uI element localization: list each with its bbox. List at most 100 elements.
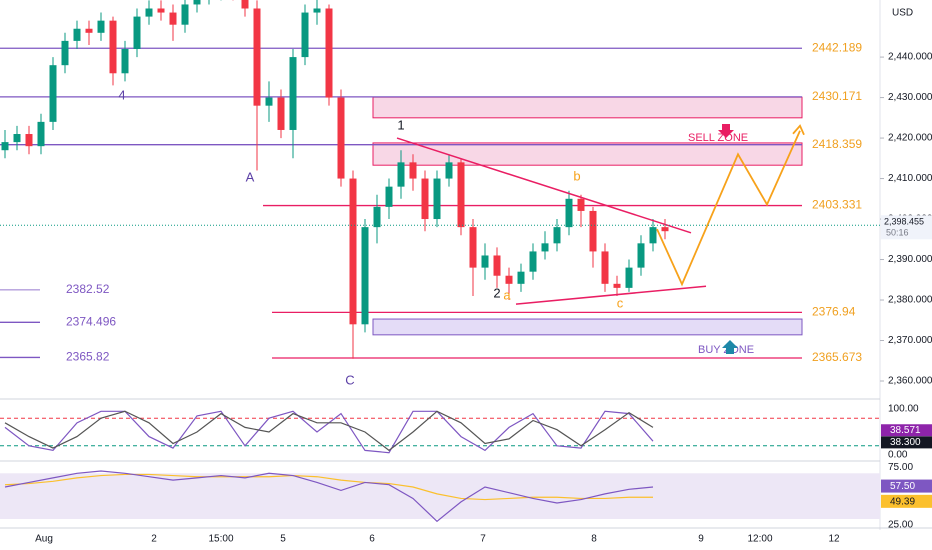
candle-body — [97, 20, 105, 33]
zone — [372, 318, 803, 336]
candle-body — [337, 97, 345, 179]
candle-body — [73, 28, 81, 41]
price-tag — [881, 215, 932, 240]
wave-label: 4 — [118, 87, 125, 102]
currency: USD — [892, 8, 913, 19]
candle-body — [613, 283, 621, 288]
level-label: 2382.52 — [66, 282, 110, 296]
stoch-tag-label: 38.571 — [890, 425, 921, 436]
stoch-tag — [881, 424, 932, 437]
time-label: 8 — [591, 534, 597, 545]
rsi-tick-label: 25.00 — [888, 519, 913, 530]
candle-body — [169, 12, 177, 25]
zone-label: SELL ZONE — [688, 132, 748, 144]
wave-label: 1 — [397, 117, 404, 132]
price-tag-label: 2,398.455 — [884, 217, 924, 227]
time-label: 5 — [280, 534, 286, 545]
buy-arrow — [722, 340, 738, 354]
candle-body — [109, 20, 117, 74]
candle-body — [409, 162, 417, 179]
wave-label: A — [246, 169, 255, 184]
time-label: Aug — [35, 534, 53, 545]
triangle-line — [515, 285, 707, 305]
candle-body — [121, 48, 129, 74]
time-label: 2 — [151, 534, 157, 545]
y-tick-label: 2,370.000 — [888, 335, 932, 346]
time-label: 12 — [828, 534, 840, 545]
candle-body — [637, 243, 645, 268]
projection-path — [656, 130, 801, 287]
candle-body — [553, 227, 561, 244]
candle-body — [61, 40, 69, 66]
candle-body — [25, 134, 33, 147]
level-label: 2365.82 — [66, 350, 110, 364]
candle-body — [361, 227, 369, 325]
candle-body — [373, 206, 381, 228]
y-tick-label: 2,380.000 — [888, 295, 932, 306]
candle-body — [541, 243, 549, 252]
candle-body — [601, 251, 609, 284]
rsi-tag — [881, 494, 932, 508]
level-label: 2442.189 — [812, 40, 862, 54]
zone — [372, 96, 803, 119]
candle-body — [457, 162, 465, 228]
candle-body — [469, 227, 477, 268]
wave-label: 2 — [493, 285, 500, 300]
y-tick-label: 2,440.000 — [888, 52, 932, 63]
time-label: 7 — [480, 534, 486, 545]
triangle-line — [396, 137, 692, 234]
wave-label: C — [345, 372, 354, 387]
level-label: 2376.94 — [812, 305, 856, 319]
candle-body — [265, 97, 273, 106]
candle-body — [181, 4, 189, 25]
candle-body — [85, 28, 93, 33]
candle-body — [649, 227, 657, 244]
candle-body — [433, 178, 441, 220]
candle-body — [385, 186, 393, 207]
level-label: 2418.359 — [812, 137, 862, 151]
rsi-tick-label: 75.00 — [888, 462, 913, 473]
candle-body — [577, 198, 585, 211]
candle-body — [565, 198, 573, 228]
candle-body — [49, 65, 57, 122]
candle-body — [289, 57, 297, 130]
candle-body — [301, 12, 309, 58]
candle-body — [421, 178, 429, 220]
y-tick-label: 2,360.000 — [888, 376, 932, 387]
candle-body — [1, 142, 9, 151]
countdown: 50:16 — [886, 228, 909, 238]
candle-body — [493, 255, 501, 276]
candle-body — [529, 251, 537, 272]
candle-body — [349, 178, 357, 325]
stoch-tick-label: 100.00 — [888, 404, 919, 415]
wave-label: a — [503, 287, 511, 302]
candle-body — [397, 162, 405, 187]
level-label: 2374.496 — [66, 314, 116, 328]
candle-body — [517, 271, 525, 284]
candle-body — [13, 134, 21, 143]
time-label: 9 — [698, 534, 704, 545]
candle-body — [193, 0, 201, 5]
level-label: 2403.331 — [812, 198, 862, 212]
rsi-band — [0, 473, 880, 519]
rsi-ma — [4, 473, 653, 501]
rsi-tag-label: 49.39 — [890, 496, 915, 507]
stoch-tag — [881, 436, 932, 449]
sell-arrow — [718, 124, 734, 138]
zone — [372, 142, 803, 166]
time-label: 15:00 — [208, 534, 233, 545]
candle-body — [313, 8, 321, 13]
candle-body — [481, 255, 489, 268]
rsi-tag-label: 57.50 — [890, 481, 915, 492]
y-tick-label: 2,430.000 — [888, 92, 932, 103]
candle-body — [445, 162, 453, 179]
y-tick-label: 2,410.000 — [888, 173, 932, 184]
stoch-d — [4, 410, 654, 452]
y-tick-label: 2,390.000 — [888, 254, 932, 265]
time-label: 12:00 — [747, 534, 772, 545]
candle-body — [157, 8, 165, 13]
candle-body — [589, 210, 597, 252]
candle-body — [325, 8, 333, 98]
